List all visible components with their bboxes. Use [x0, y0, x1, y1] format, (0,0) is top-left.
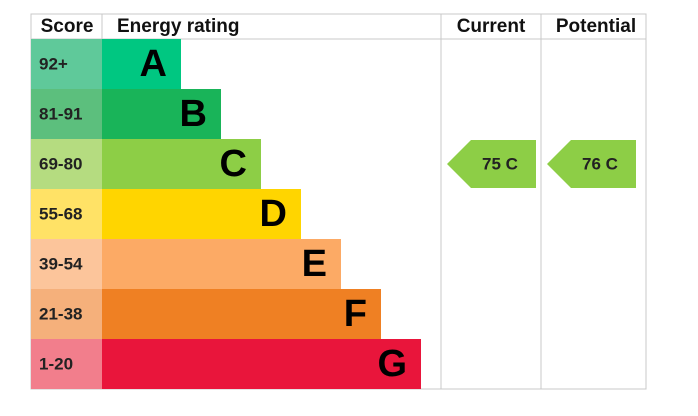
score-cell	[31, 39, 102, 89]
score-cell	[31, 289, 102, 339]
score-label: 1-20	[39, 354, 73, 373]
rating-letter: A	[140, 43, 167, 85]
header-potential: Potential	[556, 16, 636, 37]
header-rating: Energy rating	[117, 16, 239, 37]
score-cell	[31, 139, 102, 189]
header-score: Score	[41, 16, 94, 37]
score-label: 55-68	[39, 204, 82, 223]
rating-letter: E	[302, 243, 327, 285]
rating-letter: G	[377, 343, 407, 385]
score-cell	[31, 239, 102, 289]
header-current: Current	[457, 16, 526, 37]
score-label: 39-54	[39, 254, 83, 273]
rating-bar	[102, 89, 221, 139]
score-cell	[31, 189, 102, 239]
rating-letter: B	[180, 93, 207, 135]
rating-bar	[102, 189, 301, 239]
score-label: 92+	[39, 54, 68, 73]
score-label: 69-80	[39, 154, 82, 173]
potential-arrow	[547, 140, 636, 188]
score-cell	[31, 339, 102, 389]
rating-bar	[102, 239, 341, 289]
potential-label: 76 C	[582, 154, 618, 173]
score-cell	[31, 89, 102, 139]
rating-letter: C	[220, 143, 247, 185]
rating-letter: F	[344, 293, 367, 335]
score-label: 21-38	[39, 304, 82, 323]
rating-bar	[102, 289, 381, 339]
rating-letter: D	[260, 193, 287, 235]
rating-bar	[102, 139, 261, 189]
score-label: 81-91	[39, 104, 82, 123]
current-label: 75 C	[482, 154, 518, 173]
rating-bar	[102, 339, 421, 389]
current-arrow	[447, 140, 536, 188]
rating-bar	[102, 39, 181, 89]
